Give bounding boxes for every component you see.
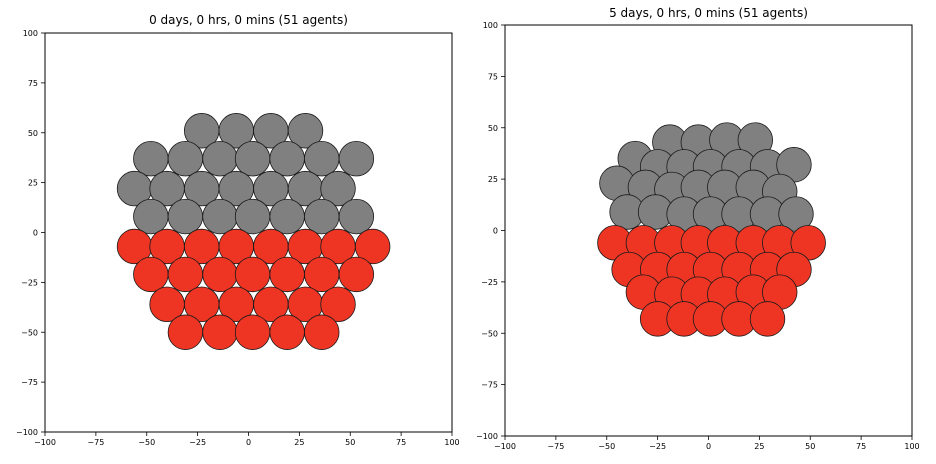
agent-point (133, 198, 169, 235)
x-tick-label: 25 (754, 442, 764, 451)
agent-point (269, 314, 305, 350)
y-tick-label: 50 (488, 124, 498, 133)
x-tick-label: −100 (34, 438, 56, 447)
x-tick-label: −100 (494, 442, 516, 451)
agent-point (202, 140, 238, 177)
x-tick-label: 0 (706, 442, 711, 451)
y-tick-label: 75 (28, 79, 38, 88)
agent-point (338, 140, 375, 177)
agents-layer (116, 113, 391, 350)
agent-point (304, 256, 340, 293)
y-tick-label: −50 (21, 328, 38, 337)
y-tick-label: 0 (493, 227, 498, 236)
agent-point (287, 113, 324, 149)
y-tick-label: 100 (483, 21, 498, 30)
y-tick-label: −75 (481, 381, 498, 390)
x-tick-label: 100 (904, 442, 919, 451)
agent-point (304, 198, 340, 235)
y-tick-label: −25 (481, 278, 498, 287)
y-tick-label: −50 (481, 329, 498, 338)
agent-point (202, 314, 238, 350)
agent-point (167, 314, 204, 350)
y-tick-label: 50 (28, 129, 38, 138)
x-tick-label: 0 (246, 438, 251, 447)
y-tick-label: 0 (33, 229, 38, 238)
agents-layer (597, 122, 826, 337)
agent-point (269, 198, 305, 235)
x-tick-label: 50 (805, 442, 815, 451)
agent-point (269, 140, 305, 177)
agent-point (234, 140, 271, 177)
x-tick-label: 100 (444, 438, 459, 447)
agent-point (133, 256, 169, 293)
agent-point (202, 198, 238, 235)
x-tick-label: 75 (856, 442, 866, 451)
agent-point (167, 256, 204, 293)
chart-title: 0 days, 0 hrs, 0 mins (51 agents) (149, 13, 348, 27)
agent-point (234, 256, 271, 293)
y-tick-label: −75 (21, 378, 38, 387)
agent-point (167, 140, 204, 177)
x-tick-label: −25 (649, 442, 666, 451)
agent-point (320, 170, 356, 207)
x-tick-label: −50 (598, 442, 615, 451)
agent-point (304, 314, 340, 350)
x-tick-label: 75 (396, 438, 406, 447)
chart-panel-1: −100 −75 −50 −25 0 25 50 75 100 −100 −75 −50 −25 0 25 5… (16, 13, 460, 447)
agent-point (354, 228, 391, 265)
y-tick-label: −25 (21, 278, 38, 287)
x-tick-label: −25 (189, 438, 206, 447)
agent-point (202, 256, 238, 293)
y-tick-label: 25 (488, 175, 498, 184)
agent-point (234, 314, 271, 350)
y-tick-label: −100 (476, 432, 498, 441)
y-tick-label: −100 (16, 428, 38, 437)
chart-panel-2: −100 −75 −50 −25 0 25 50 75 100 −100 −75 −50 −25 0 25 5… (476, 6, 920, 451)
chart-title: 5 days, 0 hrs, 0 mins (51 agents) (609, 6, 808, 20)
agent-point (269, 256, 305, 293)
y-tick-label: 100 (23, 29, 38, 38)
x-tick-label: −75 (87, 438, 104, 447)
agent-point (234, 198, 271, 235)
x-tick-label: −75 (547, 442, 564, 451)
agent-point (338, 198, 375, 235)
y-tick-label: 75 (488, 72, 498, 81)
x-tick-label: 50 (345, 438, 355, 447)
agent-point (133, 140, 169, 177)
agent-point (304, 140, 340, 177)
agent-point (167, 198, 204, 235)
y-tick-label: 25 (28, 179, 38, 188)
x-tick-label: −50 (138, 438, 155, 447)
agent-point (320, 286, 356, 323)
agent-point (749, 301, 786, 337)
agent-point (338, 256, 375, 293)
x-tick-label: 25 (294, 438, 304, 447)
